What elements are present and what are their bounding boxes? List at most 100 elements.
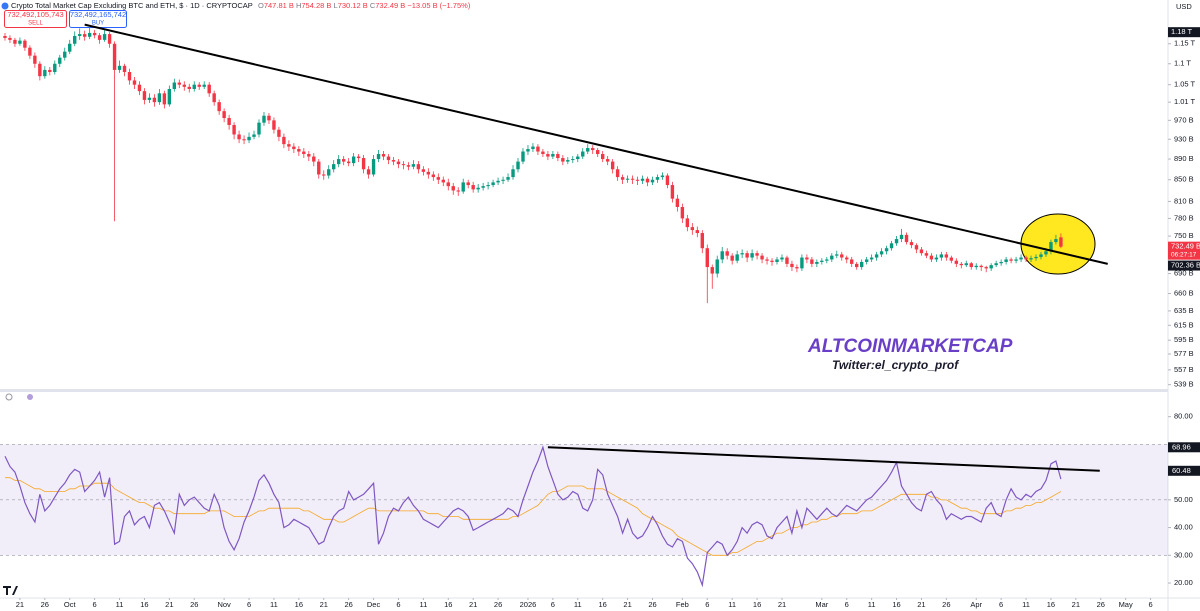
x-tick-label: 21	[917, 600, 925, 609]
rsi-line	[4, 445, 1062, 588]
candle-body	[969, 263, 973, 268]
sell-price[interactable]: 732,492,105,743	[7, 10, 63, 19]
candle-body	[436, 177, 441, 180]
candle-body	[675, 198, 680, 208]
candle-body	[371, 159, 376, 175]
x-tick-label: 6	[845, 600, 849, 609]
x-tick-label: 11	[868, 600, 876, 609]
candle-body	[237, 134, 241, 140]
candle-body	[68, 43, 72, 52]
candle-body	[177, 82, 182, 85]
candle-body	[187, 86, 191, 89]
y-tick-label: 595 B	[1174, 335, 1194, 344]
watermark-subtitle: Twitter:el_crypto_prof	[832, 358, 959, 372]
buy-price[interactable]: 732,492,165,742	[70, 10, 126, 19]
candle-body	[336, 159, 341, 165]
y-tick-label: 635 B	[1174, 306, 1194, 315]
x-tick-label: 16	[140, 600, 148, 609]
candle-body	[680, 207, 685, 219]
candle-body	[1054, 239, 1058, 243]
x-tick-label: Mar	[815, 600, 828, 609]
candle-body	[830, 255, 834, 260]
candle-body	[879, 251, 884, 255]
candle-body	[805, 257, 809, 260]
candle-body	[207, 84, 211, 94]
candle-body	[247, 136, 251, 141]
candle-body	[366, 169, 371, 175]
candle-body	[137, 84, 142, 92]
price-tag	[1168, 241, 1200, 260]
candle-body	[1039, 254, 1043, 257]
ohlc-key: O	[258, 1, 264, 10]
candle-body	[561, 158, 565, 162]
candle-body	[551, 154, 555, 157]
sell-label[interactable]: SELL	[28, 21, 43, 27]
x-tick-label: 11	[1022, 600, 1030, 609]
pane-icon[interactable]	[27, 394, 33, 400]
x-tick-label: Feb	[676, 600, 689, 609]
candle-body	[914, 245, 919, 250]
ohlc-value: 747.81 B	[264, 1, 294, 10]
candle-body	[765, 259, 769, 261]
candle-body	[630, 178, 635, 180]
candle-body	[92, 32, 97, 36]
candle-body	[595, 150, 600, 155]
candle-body	[1009, 259, 1013, 261]
candle-body	[361, 158, 366, 170]
candle-body	[242, 139, 246, 141]
value-tag	[1168, 442, 1200, 453]
candle-body	[959, 263, 963, 266]
x-tick-label: 16	[1047, 600, 1055, 609]
candle-body	[307, 154, 311, 157]
candle-body	[506, 177, 510, 180]
pane-icon[interactable]	[5, 393, 13, 401]
logo[interactable]	[3, 586, 18, 595]
candle-body	[840, 254, 844, 258]
y-tick-label: 1.15 T	[1174, 39, 1196, 48]
y-tick-label: 750 B	[1174, 231, 1194, 240]
y-tick-label: 557 B	[1174, 365, 1194, 374]
candle-body	[496, 180, 500, 183]
sell-button[interactable]	[4, 10, 67, 28]
candle-body	[456, 190, 460, 192]
candle-body	[341, 159, 346, 162]
candle-body	[63, 51, 67, 58]
candle-body	[650, 179, 655, 183]
candle-body	[989, 265, 993, 269]
candle-body	[800, 257, 804, 269]
candle-body	[835, 254, 839, 256]
candle-body	[949, 257, 954, 261]
candle-body	[620, 177, 625, 180]
chart-title: Crypto Total Market Cap Excluding BTC an…	[11, 1, 253, 10]
candle-body	[87, 32, 92, 37]
candle-body	[107, 34, 112, 44]
x-tick-label: 16	[444, 600, 452, 609]
y-tick-label: 970 B	[1174, 115, 1194, 124]
ohlc-key: C	[370, 1, 376, 10]
candle-body	[521, 151, 525, 162]
candle-body	[227, 118, 231, 125]
candle-body	[546, 154, 550, 157]
candle-body	[48, 69, 52, 73]
x-tick-label: 26	[1097, 600, 1105, 609]
candle-body	[725, 251, 729, 256]
ohlc-value: 732.49 B	[375, 1, 405, 10]
x-tick-label: May	[1119, 600, 1133, 609]
candle-body	[576, 156, 580, 160]
x-tick-label: 21	[469, 600, 477, 609]
y-tick-label: 890 B	[1174, 154, 1194, 163]
candle-body	[541, 151, 545, 155]
candle-body	[297, 149, 301, 152]
candle-body	[391, 160, 396, 162]
candle-body	[954, 260, 959, 264]
candle-body	[446, 182, 450, 187]
candle-body	[1049, 242, 1053, 252]
candle-body	[929, 255, 934, 260]
candle-body	[451, 186, 455, 191]
candle-body	[82, 34, 87, 37]
candle-body	[790, 263, 794, 268]
x-tick-label: 11	[728, 600, 736, 609]
candle-body	[43, 69, 47, 77]
buy-label[interactable]: BUY	[92, 21, 104, 27]
x-tick-label: 6	[705, 600, 709, 609]
